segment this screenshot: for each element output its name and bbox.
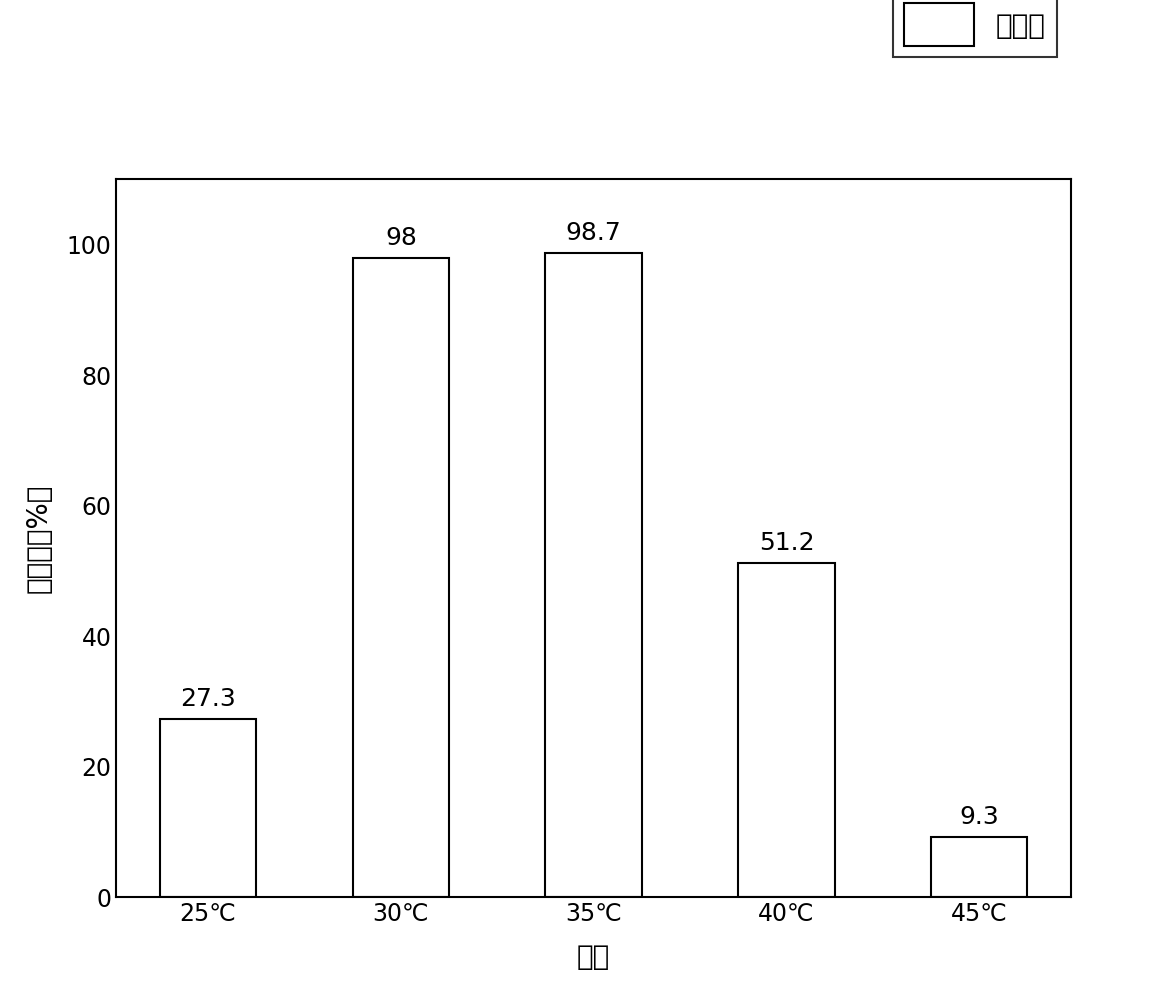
Y-axis label: 降解率（%）: 降解率（%） xyxy=(24,484,52,593)
Text: 51.2: 51.2 xyxy=(759,531,815,555)
Text: 27.3: 27.3 xyxy=(180,687,236,711)
Bar xyxy=(159,719,256,897)
Bar xyxy=(931,836,1028,897)
Bar xyxy=(546,253,641,897)
X-axis label: 温度: 温度 xyxy=(577,943,610,971)
Legend: 降解率: 降解率 xyxy=(893,0,1057,58)
Bar xyxy=(353,258,449,897)
Text: 98: 98 xyxy=(385,226,417,250)
Text: 98.7: 98.7 xyxy=(566,221,622,245)
Bar xyxy=(738,563,835,897)
Text: 9.3: 9.3 xyxy=(959,805,999,829)
